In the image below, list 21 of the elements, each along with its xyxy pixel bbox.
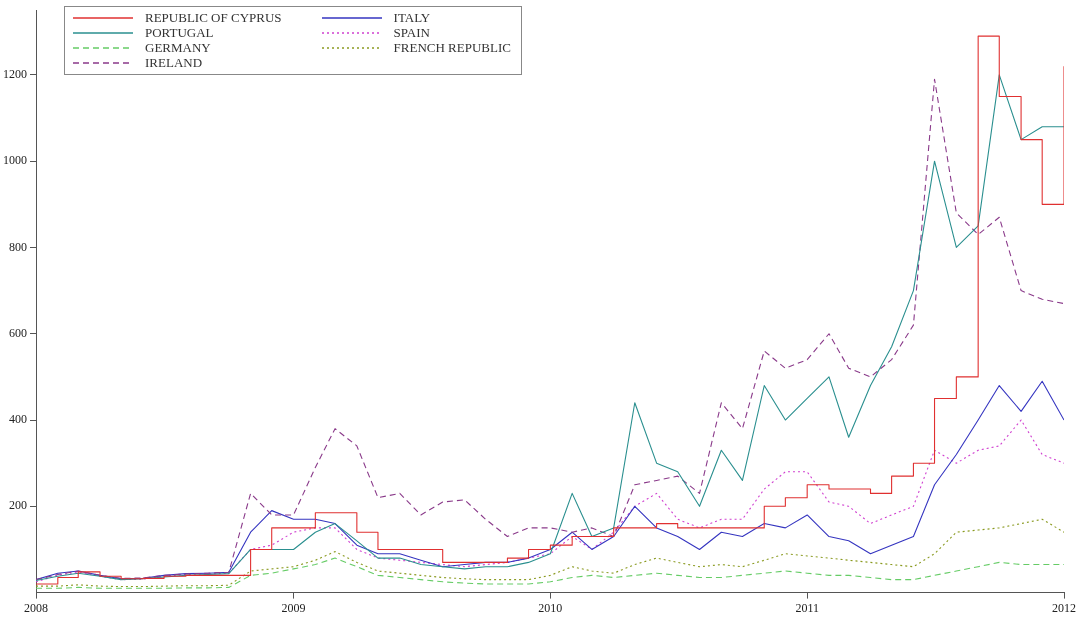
y-tick-label: 600: [9, 325, 27, 340]
y-tick-label: 1200: [3, 67, 27, 82]
legend-label: IRELAND: [145, 54, 203, 71]
x-tick-label: 2012: [1052, 600, 1076, 615]
y-tick-label: 800: [9, 239, 27, 254]
legend-label: ITALY: [393, 9, 431, 26]
legend-label: REPUBLIC OF CYPRUS: [145, 9, 282, 26]
y-tick-label: 400: [9, 412, 27, 427]
line-series: [36, 557, 1064, 589]
legend-label: SPAIN: [393, 24, 430, 41]
legend-label: GERMANY: [145, 39, 211, 56]
y-tick-label: 200: [9, 498, 27, 513]
legend-label: FRENCH REPUBLIC: [393, 39, 511, 56]
x-tick-label: 2008: [24, 600, 48, 615]
line-series: [36, 419, 1064, 583]
y-tick-label: 1000: [3, 153, 27, 168]
x-tick-label: 2009: [281, 600, 306, 615]
x-tick-label: 2010: [538, 600, 563, 615]
x-tick-label: 2011: [795, 600, 819, 615]
legend-label: PORTUGAL: [145, 24, 214, 41]
line-series: [36, 518, 1064, 588]
